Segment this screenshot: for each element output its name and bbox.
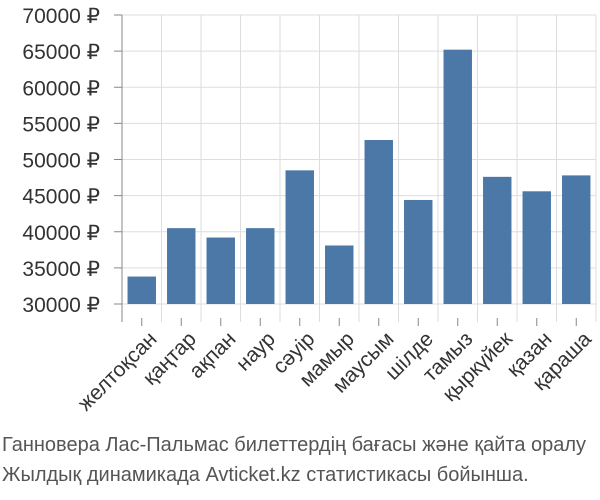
bar-2: [167, 228, 196, 304]
x-axis: желтоқсанқаңтарақпаннаурсәуірмамырмаусым…: [74, 318, 596, 415]
caption-line-1: Ганновера Лас-Пальмас билеттердің бағасы…: [2, 434, 587, 456]
x-tick-label: ақпан: [185, 327, 241, 383]
bar-6: [325, 245, 354, 304]
bars: [127, 49, 591, 305]
y-tick-label: 40000 ₽: [22, 222, 100, 245]
bar-1: [127, 276, 156, 304]
y-axis: 30000 ₽ 35000 ₽ 40000 ₽ 45000 ₽ 50000 ₽ 55000…: [22, 5, 123, 322]
bar-5: [285, 170, 314, 304]
bar-9: [443, 49, 472, 305]
bar-10: [483, 176, 512, 304]
bar-12: [562, 175, 591, 304]
chart-caption: Ганновера Лас-Пальмас билеттердің бағасы…: [2, 430, 600, 490]
bar-11: [522, 191, 551, 304]
y-tick-label: 60000 ₽: [22, 77, 100, 100]
grid-lines: [121, 14, 597, 322]
caption-line-2: Жылдық динамикада Avticket.kz статистика…: [2, 464, 529, 486]
bar-4: [246, 228, 275, 304]
bar-3: [206, 237, 235, 304]
x-tick-label: наур: [232, 327, 280, 375]
y-tick-label: 35000 ₽: [22, 258, 100, 281]
y-tick-label: 30000 ₽: [22, 294, 100, 317]
y-tick-label: 50000 ₽: [22, 150, 100, 173]
y-tick-label: 70000 ₽: [22, 5, 100, 28]
bar-8: [404, 199, 433, 304]
y-tick-label: 45000 ₽: [22, 186, 100, 209]
bar-7: [364, 139, 393, 304]
y-tick-label: 65000 ₽: [22, 41, 100, 64]
y-tick-label: 55000 ₽: [22, 113, 100, 136]
